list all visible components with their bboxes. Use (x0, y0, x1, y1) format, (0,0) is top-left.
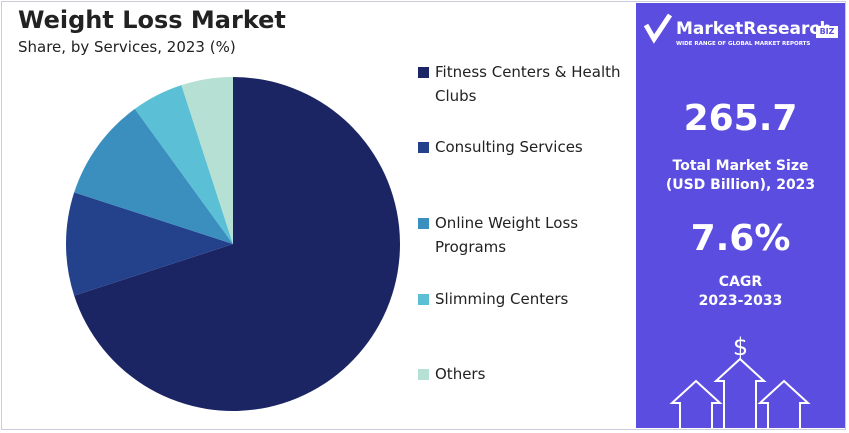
brand: MarketResearch (676, 19, 832, 39)
market-size-label: (USD Billion), 2023 (665, 177, 816, 193)
cagr-period: 2023-2033 (698, 293, 783, 309)
legend-label: Consulting Services (435, 138, 583, 156)
growth-arrows (669, 357, 811, 428)
legend-swatch (418, 218, 429, 229)
legend-label: Others (435, 365, 486, 383)
dollar-icon: $ (732, 333, 749, 361)
legend-swatch (418, 67, 429, 78)
pie-slice (181, 77, 233, 244)
legend-entry: Online Weight Loss Programs (418, 211, 633, 259)
legend-swatch (418, 142, 429, 153)
brand-tag: BIZ (819, 27, 835, 36)
side-panel: MarketResearch BIZ WIDE RANGE OF GLOBAL … (636, 3, 845, 428)
pie-slice (134, 85, 233, 245)
pie-slice (74, 77, 401, 412)
chart-title: Weight Loss Market (18, 6, 286, 34)
market-size-label: Total Market Size (672, 158, 809, 174)
cagr: 7.6% (690, 218, 791, 259)
legend-swatch (418, 369, 429, 380)
legend-label: Slimming Centers (435, 290, 569, 308)
logo-icon (643, 13, 673, 44)
logo-tag-box (816, 26, 838, 38)
legend-label: Fitness Centers & Health Clubs (435, 63, 621, 105)
pie-chart (65, 77, 401, 412)
legend-entry: Slimming Centers (418, 287, 633, 311)
legend-entry: Consulting Services (418, 135, 633, 159)
legend-swatch (418, 294, 429, 305)
legend-label: Online Weight Loss Programs (435, 214, 579, 256)
pie-slice (65, 192, 233, 296)
pie-slice (74, 108, 234, 244)
legend-entry: Others (418, 362, 633, 386)
chart-subtitle: Share, by Services, 2023 (%) (18, 38, 236, 56)
market-size: 265.7 (683, 98, 798, 139)
legend-entry: Fitness Centers & Health Clubs (418, 60, 633, 108)
panel-graphics (643, 13, 838, 428)
cagr-label: CAGR (718, 274, 763, 290)
tagline: WIDE RANGE OF GLOBAL MARKET REPORTS (676, 41, 811, 47)
